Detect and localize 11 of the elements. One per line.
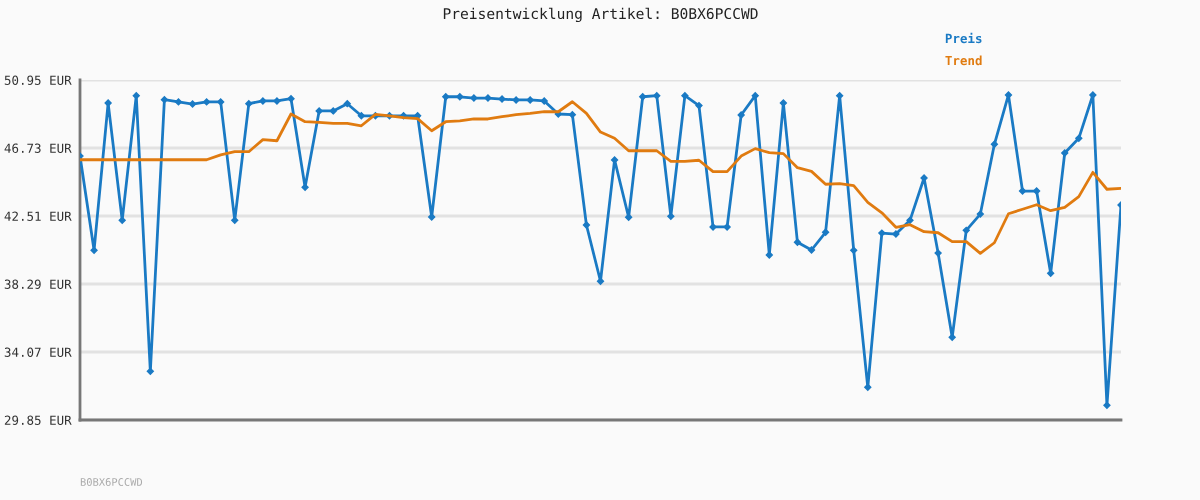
y-tick-label: 38.29 EUR	[4, 279, 72, 289]
y-tick-label: 46.73 EUR	[4, 143, 72, 153]
text: Trend	[945, 55, 982, 66]
y-tick-label: 29.85 EUR	[4, 415, 72, 425]
y-tick-label: 42.51 EUR	[4, 211, 72, 221]
line-series	[80, 100, 1121, 255]
text: B0BX6PCCWD	[80, 478, 143, 486]
y-tick-label: 50.95 EUR	[4, 75, 72, 85]
chart-title: Preisentwicklung Artikel: B0BX6PCCWD	[443, 7, 758, 23]
y-tick-label: 34.07 EUR	[4, 347, 72, 357]
text: Preis	[945, 32, 982, 44]
